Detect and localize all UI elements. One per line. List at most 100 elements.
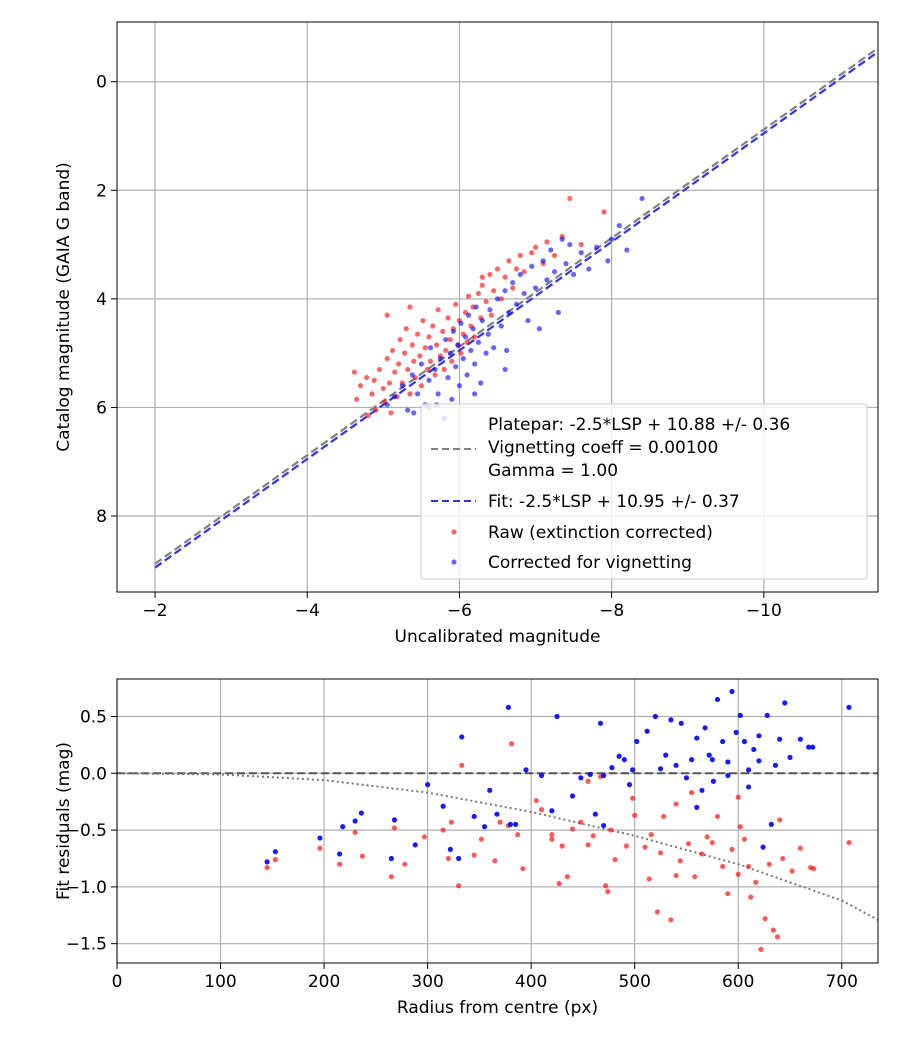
residual-corrected-point bbox=[733, 729, 739, 735]
residual-raw-point bbox=[352, 829, 358, 835]
corrected-point bbox=[586, 266, 592, 272]
corrected-point bbox=[468, 347, 474, 354]
residual-raw-point bbox=[515, 832, 521, 838]
residual-raw-point bbox=[264, 864, 270, 871]
residual-corrected-point bbox=[358, 810, 364, 816]
residual-corrected-point bbox=[538, 772, 545, 779]
corrected-point bbox=[487, 307, 493, 313]
corrected-point bbox=[458, 320, 464, 326]
raw-point bbox=[403, 326, 409, 332]
residual-raw-point bbox=[692, 874, 698, 880]
raw-point bbox=[510, 285, 516, 291]
residual-corrected-point bbox=[447, 846, 453, 853]
residual-corrected-point bbox=[787, 754, 793, 760]
corrected-point bbox=[411, 410, 417, 416]
bottom-y-tick-label: 0.0 bbox=[80, 764, 107, 784]
residual-raw-point bbox=[725, 891, 731, 897]
residual-corrected-point bbox=[846, 704, 852, 711]
raw-point bbox=[420, 317, 426, 324]
raw-point bbox=[472, 334, 478, 340]
residual-raw-point bbox=[492, 858, 498, 864]
raw-point bbox=[397, 336, 403, 343]
residual-raw-point bbox=[657, 850, 664, 856]
raw-point bbox=[434, 342, 440, 348]
residual-raw-point bbox=[603, 883, 609, 889]
residual-corrected-point bbox=[340, 824, 346, 830]
top-tick-marks-and-labels: −2 −4 −6 −8 −10 0 2 4 6 8 bbox=[96, 73, 782, 621]
residual-corrected-point bbox=[272, 849, 279, 855]
corrected-point bbox=[450, 328, 456, 335]
raw-point bbox=[532, 244, 539, 250]
residual-corrected-point bbox=[782, 700, 788, 706]
corrected-point bbox=[384, 402, 390, 408]
residual-raw-point bbox=[677, 858, 683, 864]
corrected-point bbox=[506, 309, 512, 316]
residual-raw-point bbox=[685, 841, 692, 847]
residual-raw-point bbox=[359, 853, 365, 859]
raw-point bbox=[422, 345, 428, 351]
raw-point bbox=[407, 304, 413, 310]
raw-point bbox=[488, 312, 495, 318]
corrected-point bbox=[455, 342, 461, 348]
residual-corrected-point bbox=[699, 787, 705, 793]
bottom-y-tick-label: −1.0 bbox=[66, 878, 107, 898]
bottom-x-tick-label: 700 bbox=[826, 972, 858, 992]
raw-point bbox=[517, 252, 523, 259]
residual-raw-point bbox=[777, 817, 783, 823]
residual-raw-point bbox=[402, 861, 408, 867]
raw-point bbox=[521, 269, 527, 275]
corrected-point bbox=[525, 317, 531, 324]
legend: Platepar: -2.5*LSP + 10.88 +/- 0.36 Vign… bbox=[420, 403, 868, 580]
residual-corrected-point bbox=[459, 734, 465, 740]
residual-raw-point bbox=[497, 819, 503, 825]
raw-point bbox=[407, 391, 413, 397]
raw-point bbox=[435, 307, 441, 313]
bottom-tick-marks-and-labels: 0 100 200 300 400 500 600 700 0.5 0.0 −0.5 −1.0 −1.5 bbox=[66, 707, 858, 992]
bottom-plot: 0 100 200 300 400 500 600 700 0.5 0.0 −0.5 −1.0 −1.5… bbox=[54, 678, 879, 1018]
residual-corrected-point bbox=[494, 811, 500, 817]
residual-raw-point bbox=[578, 819, 584, 825]
legend-box bbox=[420, 403, 868, 580]
residual-corrected-point bbox=[425, 782, 431, 788]
legend-text-corrected: Corrected for vignetting bbox=[488, 553, 692, 573]
corrected-point bbox=[536, 326, 542, 332]
residual-raw-point bbox=[811, 866, 817, 872]
corrected-point bbox=[485, 331, 491, 337]
residual-raw-point bbox=[388, 874, 394, 880]
residual-raw-point bbox=[549, 832, 555, 838]
raw-point bbox=[465, 293, 472, 299]
raw-point bbox=[578, 241, 584, 248]
residual-corrected-point bbox=[352, 818, 358, 824]
residual-corrected-point bbox=[657, 766, 664, 772]
residual-corrected-point bbox=[569, 793, 576, 799]
corrected-point bbox=[563, 260, 569, 267]
raw-point bbox=[475, 290, 482, 297]
corrected-point bbox=[464, 372, 470, 378]
residual-raw-point bbox=[646, 876, 652, 882]
raw-point bbox=[414, 331, 421, 337]
corrected-point bbox=[479, 317, 485, 324]
residual-raw-point bbox=[789, 868, 795, 874]
residual-raw-point bbox=[766, 861, 772, 867]
residual-raw-point bbox=[459, 762, 465, 768]
raw-point bbox=[371, 377, 377, 383]
corrected-point bbox=[555, 309, 561, 316]
residual-corrected-point bbox=[756, 758, 762, 764]
residual-raw-point bbox=[780, 855, 786, 862]
raw-point bbox=[409, 342, 415, 348]
raw-point bbox=[430, 323, 436, 329]
residual-corrected-point bbox=[678, 720, 684, 726]
residual-corrected-point bbox=[714, 696, 721, 703]
raw-point bbox=[479, 282, 485, 288]
top-x-tick-label: −4 bbox=[295, 601, 320, 621]
residual-corrected-point bbox=[652, 713, 658, 720]
residual-corrected-point bbox=[710, 778, 716, 784]
top-axes-frame bbox=[116, 21, 879, 593]
residual-raw-point bbox=[709, 839, 715, 846]
residual-corrected-point bbox=[481, 824, 488, 830]
raw-point bbox=[417, 353, 423, 359]
corrected-point bbox=[551, 269, 558, 275]
raw-point bbox=[386, 380, 393, 386]
residual-raw-point bbox=[654, 909, 661, 915]
raw-point bbox=[601, 209, 607, 215]
